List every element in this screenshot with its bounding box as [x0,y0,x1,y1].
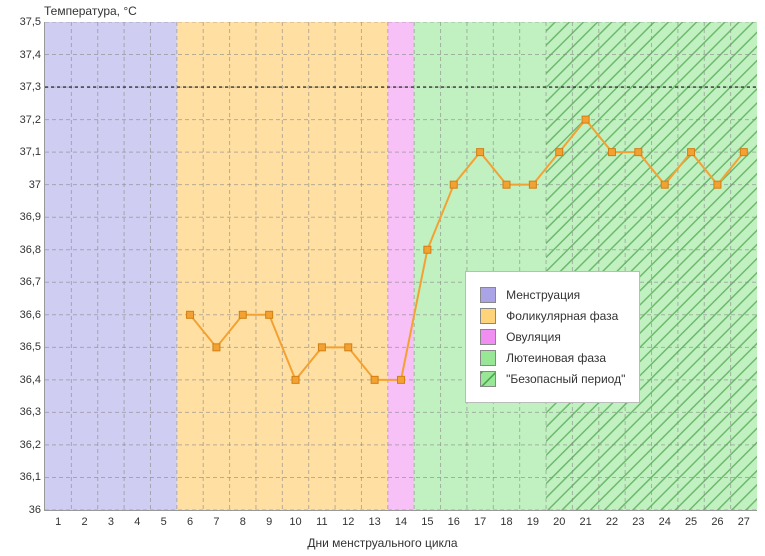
x-tick: 4 [134,516,140,528]
data-point [688,149,695,156]
x-tick: 6 [187,516,193,528]
legend-luteal-label: Лютеиновая фаза [506,351,606,365]
y-tick: 36,6 [7,309,41,321]
x-tick: 19 [527,516,539,528]
legend-safe-period-swatch [480,371,496,387]
legend-safe-period: "Безопасный период" [480,371,625,387]
x-tick: 7 [213,516,219,528]
data-point [424,246,431,253]
y-axis-title: Температура, °C [44,4,137,18]
y-tick: 36,4 [7,374,41,386]
x-tick: 20 [553,516,565,528]
x-tick: 17 [474,516,486,528]
x-tick: 12 [342,516,354,528]
y-tick: 36,1 [7,471,41,483]
legend-luteal-swatch [480,350,496,366]
x-tick: 8 [240,516,246,528]
data-point [556,149,563,156]
y-tick: 37,5 [7,16,41,28]
x-tick: 18 [500,516,512,528]
data-point [213,344,220,351]
phase-menstruation [45,22,177,510]
data-point [345,344,352,351]
x-tick: 25 [685,516,697,528]
legend: Менструация Фоликулярная фаза Овуляция Люте… [465,271,640,403]
data-point [608,149,615,156]
x-tick: 24 [659,516,671,528]
legend-ovulation: Овуляция [480,329,625,345]
x-axis-title: Дни менструального цикла [0,536,765,550]
data-point [529,181,536,188]
x-tick: 9 [266,516,272,528]
data-point [714,181,721,188]
data-point [740,149,747,156]
legend-follicular: Фоликулярная фаза [480,308,625,324]
legend-follicular-swatch [480,308,496,324]
data-point [292,376,299,383]
y-tick: 37,2 [7,114,41,126]
x-tick: 23 [632,516,644,528]
legend-menstruation: Менструация [480,287,625,303]
x-tick: 11 [316,516,327,528]
y-tick: 36,2 [7,439,41,451]
y-tick: 36,9 [7,211,41,223]
legend-ovulation-swatch [480,329,496,345]
x-tick: 21 [579,516,591,528]
legend-luteal: Лютеиновая фаза [480,350,625,366]
x-tick: 26 [711,516,723,528]
plot-area: Менструация Фоликулярная фаза Овуляция Люте… [44,22,757,511]
y-tick: 36 [7,504,41,516]
x-tick: 15 [421,516,433,528]
data-point [318,344,325,351]
y-tick: 37,4 [7,49,41,61]
data-point [477,149,484,156]
data-point [582,116,589,123]
legend-safe-period-label: "Безопасный период" [506,372,625,386]
x-tick: 22 [606,516,618,528]
temperature-chart: Температура, °C Менструация Фоликулярная … [0,0,765,556]
y-tick: 36,3 [7,406,41,418]
data-point [398,376,405,383]
y-tick: 36,7 [7,276,41,288]
y-tick: 37,3 [7,81,41,93]
x-tick: 13 [369,516,381,528]
chart-svg [45,22,757,510]
y-tick: 37 [7,179,41,191]
y-tick: 36,5 [7,341,41,353]
legend-menstruation-label: Менструация [506,288,580,302]
x-tick: 14 [395,516,407,528]
data-point [239,311,246,318]
x-tick: 27 [738,516,750,528]
x-tick: 2 [81,516,87,528]
y-tick: 36,8 [7,244,41,256]
phase-ovulation [388,22,414,510]
x-tick: 3 [108,516,114,528]
x-tick: 16 [448,516,460,528]
legend-menstruation-swatch [480,287,496,303]
data-point [503,181,510,188]
x-tick: 5 [161,516,167,528]
x-tick: 10 [289,516,301,528]
x-tick: 1 [55,516,61,528]
data-point [371,376,378,383]
legend-follicular-label: Фоликулярная фаза [506,309,618,323]
legend-ovulation-label: Овуляция [506,330,561,344]
data-point [661,181,668,188]
data-point [635,149,642,156]
data-point [187,311,194,318]
data-point [450,181,457,188]
data-point [266,311,273,318]
y-tick: 37,1 [7,146,41,158]
